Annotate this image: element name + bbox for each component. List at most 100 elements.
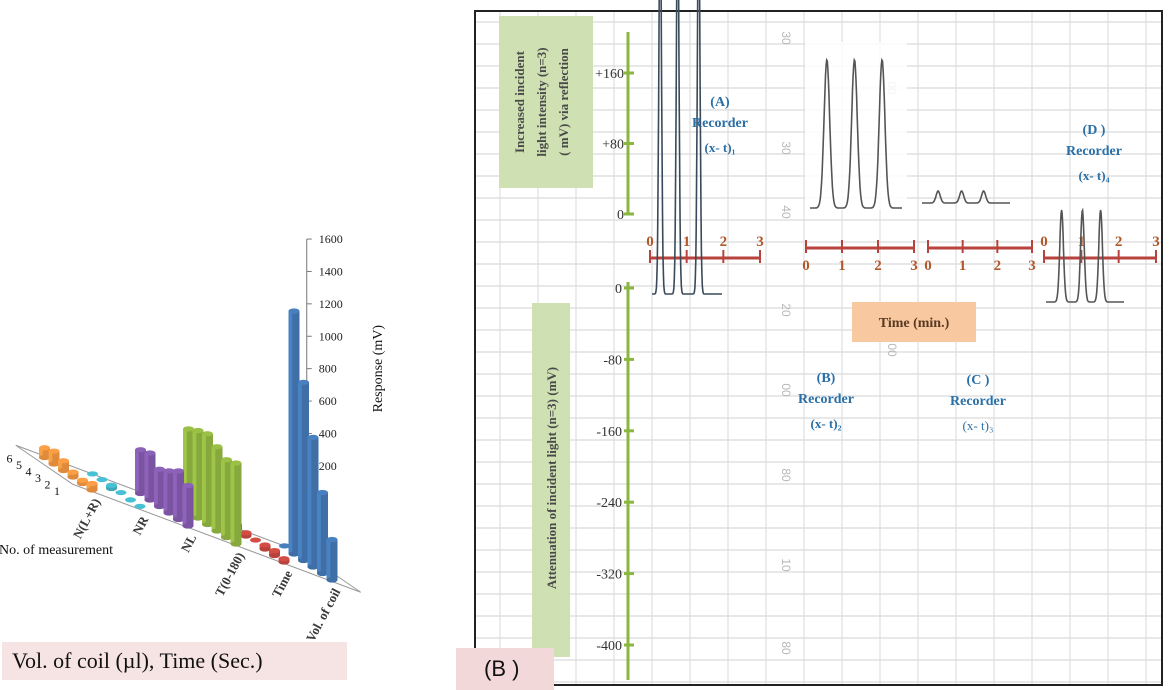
chart-a-x-tick-label: 1 bbox=[54, 484, 60, 498]
chart-a-bar bbox=[144, 450, 156, 503]
chart-a-bar-top bbox=[221, 457, 232, 463]
chart-a-z-tick-label: 200 bbox=[319, 459, 337, 473]
chart-a-bar-top bbox=[144, 450, 156, 456]
trace-b bbox=[652, 0, 722, 295]
chart-a-z-label: Response (mV) bbox=[371, 325, 386, 413]
chart-a-bar-body bbox=[298, 382, 309, 561]
time-tick-label: 0 bbox=[1040, 234, 1048, 250]
chart-a-bar-highlight bbox=[259, 544, 264, 549]
chart-a-z-tick-label: 1400 bbox=[319, 264, 343, 278]
chart-a-bar-base bbox=[192, 515, 204, 521]
chart-a-bar bbox=[182, 482, 194, 529]
chart-a-z-tick-label: 1600 bbox=[319, 232, 343, 246]
chart-a-bar bbox=[154, 466, 165, 510]
chart-a-bar-base bbox=[67, 474, 79, 480]
chart-a-bar-body bbox=[154, 469, 165, 507]
chart-a-bar-body bbox=[288, 311, 300, 554]
chart-a-bar bbox=[58, 458, 69, 474]
recorder-name: Recorder bbox=[798, 392, 854, 407]
chart-a-bar-top bbox=[135, 447, 146, 453]
chart-a-bar bbox=[269, 548, 280, 559]
chart-a-bar-base bbox=[269, 552, 280, 559]
chart-a-bar-top bbox=[39, 445, 50, 451]
chart-a-bar bbox=[135, 447, 146, 497]
chart-a-bar bbox=[288, 308, 300, 557]
paper-scale-label: 40 bbox=[779, 205, 793, 219]
chart-a-bar-highlight bbox=[211, 446, 216, 531]
chart-a-x-tick-label: 5 bbox=[16, 458, 22, 472]
chart-a-z-tick-label: 400 bbox=[319, 426, 337, 440]
chart-a-bar-top bbox=[288, 308, 300, 314]
chart-a-bar-body bbox=[211, 446, 223, 531]
time-tick-label: 2 bbox=[994, 258, 1002, 274]
chart-a-bar-base bbox=[39, 454, 50, 461]
chart-a-bar bbox=[77, 477, 88, 487]
chart-a-bar-body bbox=[221, 459, 232, 538]
chart-a-bar-highlight bbox=[183, 428, 187, 512]
chart-a-bar-base bbox=[259, 546, 271, 552]
recorder-name: Recorder bbox=[692, 116, 748, 131]
time-tick-label: 2 bbox=[720, 234, 728, 250]
recorder-label: (C ) bbox=[967, 373, 990, 388]
trace-c bbox=[922, 190, 1010, 204]
caption-left: Vol. of coil (µl), Time (Sec.) bbox=[2, 642, 347, 680]
chart-a-bar bbox=[86, 480, 98, 493]
time-tick-label: 3 bbox=[756, 234, 764, 250]
chart-a-bar bbox=[87, 471, 98, 477]
chart-a-bar-body bbox=[326, 539, 338, 580]
paper-scale-label: 00 bbox=[779, 383, 793, 397]
chart-a-bar bbox=[250, 537, 261, 543]
trace-d bbox=[1046, 207, 1124, 303]
chart-a-bar-base bbox=[48, 461, 60, 467]
chart-a-bar-highlight bbox=[317, 492, 321, 574]
chart-a-x-label: No. of measurement bbox=[0, 543, 113, 558]
chart-a-bar-highlight bbox=[39, 447, 43, 458]
chart-a-bar-highlight bbox=[67, 472, 72, 477]
recorder-sub: (x- t)₃ bbox=[963, 418, 994, 433]
y-tick-label-bottom: 0 bbox=[615, 282, 622, 297]
chart-a-bar-body bbox=[163, 470, 175, 513]
chart-a-bar-highlight bbox=[288, 311, 293, 554]
chart-a-bar-top bbox=[173, 468, 184, 474]
chart-a-bar-highlight bbox=[48, 451, 53, 464]
time-tick-label: 0 bbox=[802, 258, 810, 274]
chart-a-bar-highlight bbox=[192, 430, 197, 518]
caption-panel-b: (B ) bbox=[456, 648, 554, 690]
chart-a-bar bbox=[240, 530, 252, 539]
paper-scale-label: 30 bbox=[779, 31, 793, 45]
chart-a-bar-highlight bbox=[58, 460, 62, 471]
chart-a-bar-top bbox=[87, 471, 98, 477]
time-tick-label: 3 bbox=[1028, 258, 1036, 274]
time-tick-label: 1 bbox=[838, 258, 846, 274]
chart-a-bar-top bbox=[202, 431, 213, 437]
chart-a-bar-base bbox=[202, 521, 213, 528]
chart-a-bar-base bbox=[221, 534, 232, 541]
chart-a-bar-body bbox=[39, 447, 50, 458]
chart-a-bar-base bbox=[182, 523, 194, 529]
chart-a-bar-base bbox=[230, 541, 242, 547]
chart-a-bar-top bbox=[230, 460, 242, 466]
y-label-bottom-bg bbox=[532, 303, 570, 657]
time-label-bg bbox=[852, 302, 976, 342]
chart-a-bar bbox=[307, 434, 319, 570]
chart-a-bar-top bbox=[182, 482, 194, 489]
chart-a-bar-base bbox=[173, 516, 184, 523]
y-tick-label-top: +80 bbox=[602, 138, 624, 153]
chart-a-bar-body bbox=[183, 428, 194, 512]
chart-a-bar-top bbox=[269, 548, 280, 554]
chart-a-bar-body bbox=[307, 437, 319, 567]
chart-3d-columns: 02004006008001000120014001600Response (m… bbox=[0, 232, 386, 640]
chart-a-bar-base bbox=[317, 570, 328, 577]
chart-a-bar-top bbox=[77, 477, 88, 483]
chart-a-bar-highlight bbox=[298, 382, 302, 561]
chart-a-bar bbox=[202, 431, 213, 528]
chart-a-bar-highlight bbox=[135, 449, 139, 494]
chart-a-bar-body bbox=[48, 451, 60, 464]
time-label: Time (min.) bbox=[879, 316, 950, 331]
chart-a-bar-base bbox=[211, 528, 223, 534]
chart-a-bar-highlight bbox=[86, 483, 91, 490]
chart-a-z-tick-label: 800 bbox=[319, 362, 337, 376]
chart-a-bar-body bbox=[230, 463, 242, 544]
